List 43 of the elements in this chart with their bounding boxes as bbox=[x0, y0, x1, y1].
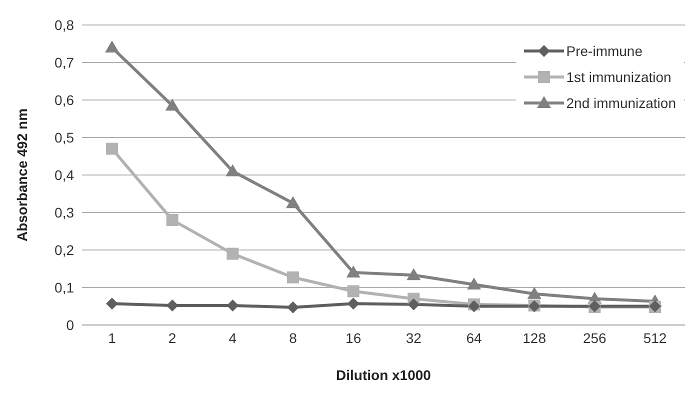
x-tick-label: 32 bbox=[406, 330, 422, 346]
point bbox=[105, 40, 119, 52]
point bbox=[286, 196, 300, 208]
point bbox=[467, 278, 481, 290]
point bbox=[527, 286, 542, 299]
y-tick-label: 0,3 bbox=[54, 204, 74, 220]
x-tick-label: 64 bbox=[466, 330, 482, 346]
y-tick-label: 0 bbox=[66, 316, 74, 333]
point bbox=[166, 214, 178, 226]
y-tick-label: 0,7 bbox=[54, 54, 74, 70]
x-tick-label: 16 bbox=[346, 330, 362, 346]
point bbox=[106, 298, 118, 310]
y-axis-title: Absorbance 492 nm bbox=[14, 108, 30, 242]
point bbox=[165, 98, 180, 111]
legend-label: 1st immunization bbox=[566, 69, 672, 85]
point bbox=[287, 301, 299, 314]
y-tick-label: 0,2 bbox=[54, 242, 74, 258]
legend-label: 2nd immunization bbox=[566, 95, 676, 111]
point bbox=[287, 271, 299, 284]
y-tick-label: 0,5 bbox=[54, 129, 74, 146]
x-tick-label: 512 bbox=[643, 330, 667, 346]
point bbox=[346, 266, 360, 278]
x-tick-label: 4 bbox=[228, 330, 237, 346]
x-tick-label: 256 bbox=[582, 330, 607, 346]
y-tick-label: 0,1 bbox=[54, 279, 74, 296]
x-tick-label: 128 bbox=[522, 330, 546, 346]
point bbox=[226, 300, 239, 312]
point bbox=[406, 268, 421, 280]
y-tick-label: 0,8 bbox=[54, 16, 74, 33]
point bbox=[166, 300, 178, 312]
y-tick-label: 0,6 bbox=[54, 92, 74, 108]
x-tick-label: 2 bbox=[168, 330, 176, 346]
x-tick-label: 8 bbox=[289, 330, 298, 346]
y-tick-label: 0,4 bbox=[54, 166, 74, 183]
point bbox=[226, 164, 240, 176]
point bbox=[226, 248, 239, 260]
legend-label: Pre-immune bbox=[566, 43, 643, 59]
point bbox=[106, 142, 118, 155]
x-axis-title: Dilution x1000 bbox=[336, 367, 432, 383]
x-tick-label: 1 bbox=[108, 330, 116, 346]
point bbox=[347, 298, 360, 310]
point bbox=[408, 298, 420, 310]
point bbox=[347, 285, 360, 298]
